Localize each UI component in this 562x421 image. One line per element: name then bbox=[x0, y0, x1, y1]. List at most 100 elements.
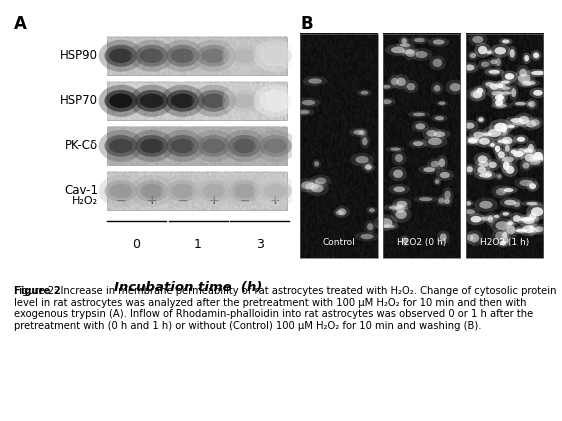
Ellipse shape bbox=[514, 177, 538, 189]
Ellipse shape bbox=[355, 156, 369, 163]
Ellipse shape bbox=[105, 90, 137, 112]
Text: −: − bbox=[116, 195, 126, 208]
Ellipse shape bbox=[525, 120, 537, 128]
Ellipse shape bbox=[507, 125, 515, 128]
Ellipse shape bbox=[469, 129, 488, 140]
Ellipse shape bbox=[486, 212, 495, 226]
Ellipse shape bbox=[423, 167, 435, 172]
Ellipse shape bbox=[475, 215, 498, 222]
Ellipse shape bbox=[228, 45, 261, 67]
Ellipse shape bbox=[303, 76, 328, 86]
Ellipse shape bbox=[470, 53, 476, 58]
Ellipse shape bbox=[378, 97, 396, 106]
Ellipse shape bbox=[470, 90, 482, 99]
Ellipse shape bbox=[407, 83, 415, 91]
Ellipse shape bbox=[470, 234, 479, 242]
Ellipse shape bbox=[496, 58, 501, 66]
Ellipse shape bbox=[509, 148, 528, 160]
Ellipse shape bbox=[490, 82, 510, 90]
Ellipse shape bbox=[361, 164, 375, 171]
Ellipse shape bbox=[507, 119, 531, 128]
Bar bbox=[107, 82, 287, 120]
Ellipse shape bbox=[478, 161, 488, 167]
Ellipse shape bbox=[369, 208, 375, 212]
Ellipse shape bbox=[166, 135, 199, 157]
Ellipse shape bbox=[253, 85, 298, 117]
Ellipse shape bbox=[430, 161, 439, 167]
Ellipse shape bbox=[402, 50, 414, 54]
Ellipse shape bbox=[526, 202, 538, 205]
Ellipse shape bbox=[400, 234, 410, 247]
Ellipse shape bbox=[166, 180, 199, 202]
Ellipse shape bbox=[497, 174, 501, 179]
Ellipse shape bbox=[495, 145, 500, 152]
Text: Incubation time  (h): Incubation time (h) bbox=[114, 280, 262, 293]
Ellipse shape bbox=[522, 53, 531, 64]
Ellipse shape bbox=[439, 158, 445, 167]
Text: +: + bbox=[270, 195, 280, 208]
Ellipse shape bbox=[474, 43, 491, 58]
Ellipse shape bbox=[416, 51, 428, 58]
Ellipse shape bbox=[500, 234, 511, 247]
Ellipse shape bbox=[109, 93, 133, 108]
Ellipse shape bbox=[501, 229, 509, 240]
Ellipse shape bbox=[506, 166, 514, 174]
Ellipse shape bbox=[400, 43, 410, 47]
Ellipse shape bbox=[296, 98, 320, 107]
Ellipse shape bbox=[436, 169, 454, 181]
Ellipse shape bbox=[408, 111, 430, 118]
Ellipse shape bbox=[511, 199, 523, 210]
Ellipse shape bbox=[171, 48, 194, 63]
Ellipse shape bbox=[129, 130, 174, 162]
Ellipse shape bbox=[488, 129, 501, 137]
Ellipse shape bbox=[493, 143, 502, 155]
Ellipse shape bbox=[510, 118, 523, 123]
Ellipse shape bbox=[264, 184, 287, 198]
Ellipse shape bbox=[525, 140, 537, 157]
Ellipse shape bbox=[525, 69, 551, 77]
Ellipse shape bbox=[496, 221, 509, 230]
Ellipse shape bbox=[528, 144, 534, 153]
Ellipse shape bbox=[464, 232, 477, 244]
Ellipse shape bbox=[397, 48, 419, 56]
Ellipse shape bbox=[491, 91, 504, 96]
Ellipse shape bbox=[439, 172, 450, 178]
Ellipse shape bbox=[522, 200, 542, 207]
Ellipse shape bbox=[510, 213, 524, 224]
Bar bbox=[107, 127, 287, 165]
Ellipse shape bbox=[135, 90, 168, 112]
Ellipse shape bbox=[484, 49, 495, 56]
Ellipse shape bbox=[524, 55, 529, 61]
Ellipse shape bbox=[233, 48, 256, 63]
Ellipse shape bbox=[171, 139, 194, 153]
Ellipse shape bbox=[527, 98, 538, 110]
Ellipse shape bbox=[135, 180, 168, 202]
Ellipse shape bbox=[365, 164, 371, 171]
Ellipse shape bbox=[428, 138, 442, 145]
Ellipse shape bbox=[502, 212, 509, 216]
Ellipse shape bbox=[306, 181, 329, 196]
Ellipse shape bbox=[433, 59, 442, 67]
Ellipse shape bbox=[410, 36, 429, 44]
Ellipse shape bbox=[377, 223, 400, 229]
Ellipse shape bbox=[534, 226, 544, 232]
Ellipse shape bbox=[522, 81, 532, 86]
Ellipse shape bbox=[357, 89, 372, 96]
Ellipse shape bbox=[481, 216, 493, 221]
Ellipse shape bbox=[228, 90, 261, 112]
Ellipse shape bbox=[529, 225, 534, 233]
Ellipse shape bbox=[197, 180, 230, 202]
Ellipse shape bbox=[484, 69, 505, 75]
Ellipse shape bbox=[419, 197, 432, 201]
Ellipse shape bbox=[461, 62, 478, 73]
Ellipse shape bbox=[396, 204, 405, 213]
Ellipse shape bbox=[396, 210, 407, 219]
Ellipse shape bbox=[202, 93, 225, 108]
Ellipse shape bbox=[105, 45, 137, 67]
Ellipse shape bbox=[464, 209, 475, 214]
Ellipse shape bbox=[426, 130, 437, 137]
Ellipse shape bbox=[531, 229, 539, 232]
Ellipse shape bbox=[298, 110, 310, 114]
Ellipse shape bbox=[197, 45, 230, 67]
Ellipse shape bbox=[492, 185, 511, 198]
